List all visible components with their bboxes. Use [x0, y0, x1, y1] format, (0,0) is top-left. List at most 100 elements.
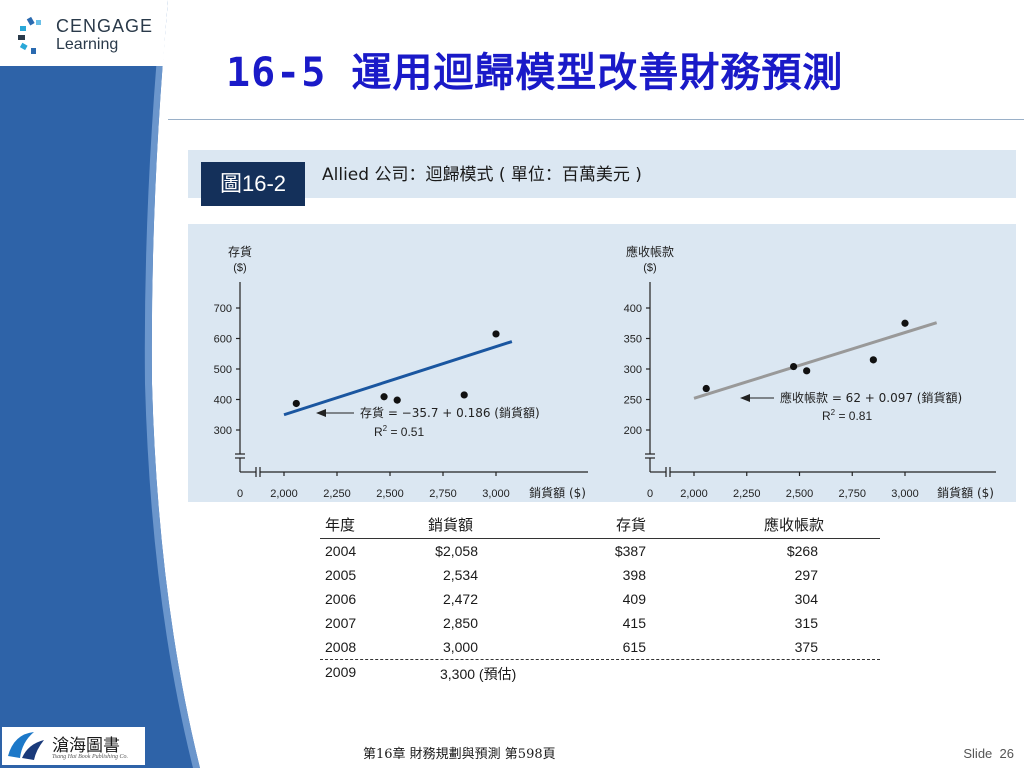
table-row: 2008 3,000 615 375: [320, 635, 880, 660]
table-cell: 2005: [325, 567, 357, 583]
cengage-logo: CENGAGE Learning: [16, 14, 166, 60]
chart0-y-label: 存貨: [228, 244, 252, 259]
chart1-x-tick-label: 2,500: [786, 488, 814, 500]
slide-title: 16-5 運用迴歸模型改善財務預測: [226, 50, 844, 96]
chapter-footer: 第16章 財務規劃與預測 第598頁: [363, 747, 556, 762]
chart1-y-tick-label: 350: [624, 334, 642, 346]
chart0-data-point: [393, 396, 401, 404]
table-header-cell: 應收帳款: [764, 517, 825, 534]
table-cell: 2008: [325, 639, 357, 655]
chart1-y-tick-label: 400: [624, 303, 642, 315]
table-cell: 304: [794, 591, 818, 607]
table-cell: 415: [622, 615, 646, 631]
table-cell: 2,472: [442, 591, 478, 607]
table-row: 2009 3,300 (預估): [320, 660, 880, 684]
figure-caption: Allied 公司：迴歸模式 ( 單位：百萬美元 ): [322, 165, 642, 185]
table-cell: 2009: [325, 664, 357, 680]
publisher-logo: 滄海圖書 Tsang Hai Book Publishing Co.: [2, 727, 145, 765]
chart1-x-tick-label: 2,000: [680, 488, 708, 500]
chart1-data-point: [901, 319, 909, 327]
table-cell: $268: [786, 543, 818, 559]
chart1-data-point: [702, 384, 710, 393]
chart0-x-tick-label: 0: [237, 488, 243, 500]
table-header-cell: 存貨: [616, 517, 647, 534]
chart0-r-squared: R2 = 0.51: [374, 424, 424, 439]
chart0-x-label: 銷貨額 ($): [529, 485, 586, 500]
chart1-r-squared: R2 = 0.81: [822, 408, 872, 423]
publisher-subtitle: Tsang Hai Book Publishing Co.: [52, 754, 128, 760]
figure-header-band: [188, 150, 1016, 198]
publisher-name: 滄海圖書: [52, 736, 120, 756]
chart1-y-label: 應收帳款: [626, 244, 674, 259]
chart1-x-tick-label: 2,250: [733, 488, 761, 500]
chart1-y-tick-label: 250: [624, 395, 642, 407]
table-cell: 2006: [325, 591, 357, 607]
table-cell: $2,058: [435, 543, 478, 559]
table-cell: 2,534: [442, 567, 478, 583]
table-row: 2004 $2,058 $387 $268: [320, 539, 880, 563]
chart1-regression-line: [693, 321, 938, 400]
table-row: 2007 2,850 415 315: [320, 611, 880, 635]
table-cell: 2007: [325, 615, 357, 631]
table-header-cell: 銷貨額: [428, 517, 474, 534]
chart0-x-tick-label: 2,250: [323, 488, 351, 500]
chart1-x-label: 銷貨額 ($): [937, 485, 994, 500]
chart1-equation: 應收帳款 = 62 + 0.097 (銷貨額): [780, 390, 962, 405]
cengage-mark-icon: [18, 16, 41, 54]
chart1-data-point: [869, 356, 877, 364]
table-cell: 398: [622, 567, 646, 583]
table-cell: 2,850: [442, 615, 478, 631]
chart0-x-tick-label: 2,750: [429, 488, 457, 500]
chart1-data-point: [789, 362, 798, 371]
chart0-arrow-head-icon: [316, 409, 326, 417]
chart0-x-tick-label: 2,000: [270, 488, 298, 500]
chart-panel: 300 400 500 600 700 0 2,000 2,250 2,500 2,750 3,00…: [188, 224, 1016, 502]
chart0-y-tick-label: 300: [214, 425, 232, 437]
chart1-arrow-head-icon: [740, 394, 750, 402]
table-row: 2006 2,472 409 304: [320, 587, 880, 611]
slide-label: Slide: [963, 746, 993, 761]
chart0-data-point: [292, 399, 300, 408]
table-cell: 3,300 (預估): [440, 666, 517, 682]
chart1-x-tick-label: 3,000: [891, 488, 919, 500]
table-cell: 2004: [325, 543, 357, 559]
chart0-y-unit: ($): [233, 262, 246, 274]
table-header-cell: 年度: [325, 517, 356, 534]
regression-charts: 300 400 500 600 700 0 2,000 2,250 2,500 2,750 3,00…: [214, 244, 996, 500]
chart0-y-tick-label: 600: [214, 334, 232, 346]
sidebar-decoration: [0, 0, 200, 768]
figure-badge: 圖16-2: [201, 162, 305, 206]
chart1-x-tick-label: 0: [647, 488, 653, 500]
chart1-y-unit: ($): [643, 262, 656, 274]
chart0-x-tick-label: 3,000: [482, 488, 510, 500]
table-row: 2005 2,534 398 297: [320, 563, 880, 587]
chart0-y-tick-label: 400: [214, 395, 232, 407]
table-header-row: 年度 銷貨額 存貨 應收帳款: [320, 510, 880, 539]
logo-line2: Learning: [56, 36, 119, 53]
table-cell: 297: [794, 567, 818, 583]
chart0-data-point: [492, 330, 500, 338]
chart0-data-point: [460, 391, 468, 399]
chart0-regression-line: [283, 340, 513, 417]
chart1-data-point: [803, 367, 811, 375]
slide-number-value: 26: [999, 746, 1014, 761]
logo-line1: CENGAGE: [56, 16, 154, 36]
table-cell: 3,000: [442, 639, 478, 655]
chart1-x-tick-label: 2,750: [838, 488, 866, 500]
chart0-x-tick-label: 2,500: [376, 488, 404, 500]
title-divider: [168, 119, 1024, 120]
table-cell: 375: [794, 639, 818, 655]
publisher-mark-icon: [8, 732, 44, 760]
chart0-equation: 存貨 = −35.7 + 0.186 (銷貨額): [360, 405, 540, 420]
chart1-y-tick-label: 200: [624, 425, 642, 437]
chart0-y-tick-label: 700: [214, 303, 232, 315]
data-table: 年度 銷貨額 存貨 應收帳款 2004 $2,058 $387 $268 2005 2,534 39…: [320, 510, 880, 684]
table-cell: $387: [614, 543, 646, 559]
table-cell: 315: [794, 615, 818, 631]
table-cell: 615: [622, 639, 646, 655]
chart1-y-tick-label: 300: [624, 364, 642, 376]
table-cell: 409: [622, 591, 646, 607]
slide-number: Slide 26: [963, 746, 1014, 761]
chart0-y-tick-label: 500: [214, 364, 232, 376]
chart0-data-point: [380, 393, 388, 401]
